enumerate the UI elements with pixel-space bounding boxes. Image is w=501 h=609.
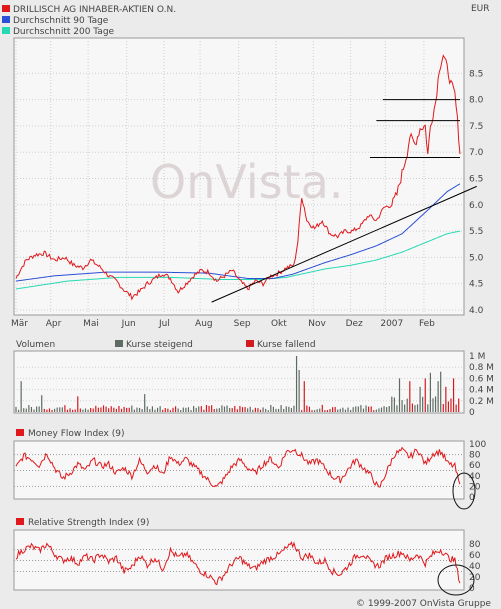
x-tick-label: Apr <box>46 319 62 329</box>
indicator-polyline <box>15 446 461 488</box>
x-tick-label: Jul <box>158 319 170 329</box>
volume-legend-swatch <box>115 340 123 347</box>
x-tick-label: Jun <box>121 319 136 329</box>
y-tick-label: 20 <box>469 573 481 583</box>
volume-header: Volumen Kurse steigend Kurse fallend <box>16 340 316 350</box>
y-tick-label: 8.5 <box>469 69 483 79</box>
legend-label: Durchschnitt 90 Tage <box>13 16 109 26</box>
y-tick-label: 8.0 <box>469 96 484 106</box>
indicator-title: Relative Strength Index (9) <box>28 518 149 528</box>
y-tick-label: 0.4 M <box>469 386 494 396</box>
y-tick-label: 6.0 <box>469 201 484 211</box>
volume-title: Volumen <box>16 340 55 350</box>
price-line <box>15 54 461 301</box>
rsi-reference-lines <box>14 549 464 572</box>
x-tick-label: Dez <box>346 319 363 329</box>
volume-legend-label: Kurse fallend <box>257 340 316 350</box>
rsi-annotation-circle <box>437 564 475 596</box>
currency-label: EUR <box>471 4 490 14</box>
copyright: © 1999-2007 OnVista Gruppe <box>356 599 491 609</box>
volume-legend-swatch <box>246 340 254 347</box>
x-tick-label: Mai <box>83 319 99 329</box>
volume-panel <box>13 350 465 414</box>
trend-lines <box>211 99 477 303</box>
legend: DRILLISCH AG INHABER-AKTIEN O.N.Durchsch… <box>2 5 176 37</box>
legend-swatch <box>2 16 10 23</box>
legend-label: DRILLISCH AG INHABER-AKTIEN O.N. <box>13 5 176 15</box>
y-tick-label: 0.8 M <box>469 363 494 373</box>
x-tick-label: Nov <box>308 319 326 329</box>
y-tick-label: 80 <box>469 540 481 550</box>
y-tick-label: 5.5 <box>469 227 483 237</box>
mfi-annotation-circle <box>452 472 476 510</box>
x-tick-label: 2007 <box>380 319 403 329</box>
y-tick-label: 60 <box>469 461 481 471</box>
indicator-swatch <box>16 429 24 436</box>
mfi-header: Money Flow Index (9) <box>16 429 125 439</box>
y-tick-label: 0 <box>469 584 475 594</box>
ma90-polyline <box>15 183 461 282</box>
indicator-title: Money Flow Index (9) <box>28 429 125 439</box>
y-tick-label: 5.0 <box>469 253 484 263</box>
y-tick-label: 40 <box>469 562 481 572</box>
price-polyline <box>15 54 461 301</box>
y-tick-label: 6.5 <box>469 175 483 185</box>
y-tick-label: 0.2 M <box>469 397 494 407</box>
mfi-line <box>15 446 461 488</box>
y-tick-label: 0 <box>469 408 475 418</box>
y-tick-label: 40 <box>469 472 481 482</box>
volume-bars <box>15 356 460 412</box>
volume-y-ticks: 1 M0.8 M0.6 M 0.4 M0.2 M0 <box>469 352 494 418</box>
y-tick-label: 7.5 <box>469 122 483 132</box>
price-grid <box>14 38 464 315</box>
mfi-reference-lines <box>14 454 464 487</box>
y-tick-label: 7.0 <box>469 148 484 158</box>
price-y-ticks: 4.0 4.5 5.0 5.5 6.0 6.5 7.0 7.5 8.0 8.5 <box>469 69 484 316</box>
y-tick-label: 100 <box>469 440 486 450</box>
chart-watermark: OnVista. <box>150 155 343 209</box>
legend-label: Durchschnitt 200 Tage <box>13 27 115 37</box>
x-tick-label: Mär <box>11 319 28 329</box>
x-tick-label: Okt <box>271 319 287 329</box>
y-tick-label: 4.0 <box>469 306 484 316</box>
x-tick-label: Sep <box>234 319 251 329</box>
indicator-swatch <box>16 518 24 525</box>
y-tick-label: 60 <box>469 551 481 561</box>
y-tick-label: 0.6 M <box>469 374 494 384</box>
x-axis-labels: Mär Apr Mai Jun Jul Aug Sep Okt Nov Dez 2007 Feb <box>11 319 435 329</box>
ma90-line <box>15 183 461 282</box>
indicator-polyline <box>15 541 461 586</box>
x-tick-label: Aug <box>195 319 213 329</box>
y-tick-label: 1 M <box>469 352 485 362</box>
trend-line <box>211 185 477 303</box>
rsi-header: Relative Strength Index (9) <box>16 518 149 528</box>
legend-swatch <box>2 5 10 12</box>
ma200-polyline <box>15 230 461 290</box>
volume-legend-label: Kurse steigend <box>126 340 193 350</box>
rsi-line <box>15 541 461 586</box>
volume-grid <box>14 366 464 402</box>
y-tick-label: 4.5 <box>469 280 483 290</box>
x-tick-label: Feb <box>419 319 435 329</box>
ma200-line <box>15 230 461 290</box>
legend-swatch <box>2 27 10 34</box>
y-tick-label: 80 <box>469 451 481 461</box>
y-tick-label: 0 <box>469 493 475 503</box>
